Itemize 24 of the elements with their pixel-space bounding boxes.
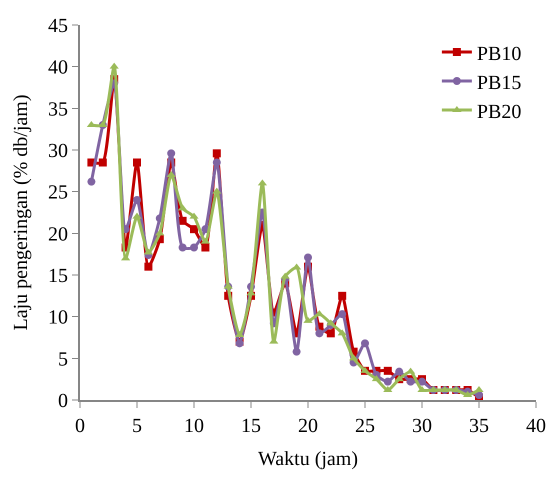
- legend-label: PB20: [476, 100, 522, 123]
- x-tick-label: 15: [241, 415, 261, 437]
- y-tick-label: 10: [48, 306, 68, 329]
- x-tick-label: 25: [355, 415, 375, 437]
- y-tick-label: 5: [58, 348, 68, 370]
- y-tick-label: 0: [58, 390, 68, 412]
- y-axis-title: Laju pengeringan (% db/jam): [10, 94, 32, 331]
- legend-label: PB15: [476, 72, 522, 94]
- y-tick-label: 25: [48, 182, 68, 204]
- legend-label: PB10: [476, 42, 522, 65]
- x-tick-label: 0: [75, 415, 85, 437]
- y-tick-label: 15: [48, 265, 68, 287]
- x-axis-title: Waktu (jam): [258, 448, 358, 470]
- y-tick-label: 40: [48, 56, 68, 79]
- x-tick-label: 5: [132, 415, 142, 437]
- x-tick-label: 20: [298, 415, 318, 437]
- x-tick-label: 40: [526, 415, 546, 437]
- x-tick-label: 10: [184, 415, 204, 437]
- x-tick-label: 35: [469, 415, 489, 437]
- y-tick-label: 30: [48, 140, 68, 162]
- y-tick-label: 35: [48, 98, 68, 120]
- y-tick-label: 45: [48, 15, 68, 37]
- y-tick-label: 20: [48, 223, 68, 246]
- x-tick-label: 30: [412, 415, 432, 437]
